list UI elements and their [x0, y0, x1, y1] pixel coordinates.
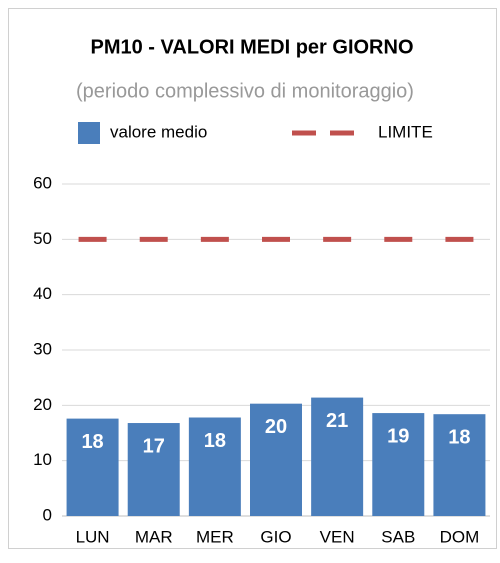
x-tick-label: DOM: [440, 527, 480, 546]
chart-subtitle: (periodo complessivo di monitoraggio): [76, 80, 414, 102]
bar: [433, 414, 486, 516]
x-tick-label: SAB: [381, 527, 415, 546]
x-tick-label: GIO: [260, 527, 291, 546]
x-tick-label: VEN: [320, 527, 355, 546]
y-tick-label: 40: [33, 284, 52, 303]
data-label: 19: [387, 425, 409, 447]
legend-label: valore medio: [110, 122, 207, 141]
y-tick-label: 50: [33, 229, 52, 248]
legend-label: LIMITE: [378, 122, 433, 141]
y-tick-label: 0: [43, 505, 52, 524]
data-label: 21: [326, 410, 348, 432]
bar: [311, 397, 364, 516]
bar: [372, 413, 425, 516]
bar: [188, 417, 241, 516]
data-label: 20: [265, 416, 287, 438]
bar: [66, 418, 119, 516]
data-label: 18: [448, 426, 470, 448]
x-tick-label: MER: [196, 527, 234, 546]
chart-title: PM10 - VALORI MEDI per GIORNO: [91, 36, 414, 58]
y-tick-label: 60: [33, 173, 52, 192]
data-label: 18: [81, 431, 103, 453]
x-tick-label: LUN: [76, 527, 110, 546]
y-tick-label: 20: [33, 395, 52, 414]
x-tick-label: MAR: [135, 527, 173, 546]
bar: [127, 423, 180, 516]
data-label: 17: [143, 435, 165, 457]
bar: [250, 403, 302, 516]
y-tick-label: 10: [33, 450, 52, 469]
data-label: 18: [204, 430, 226, 452]
legend-swatch: [78, 122, 100, 144]
y-tick-label: 30: [33, 339, 52, 358]
